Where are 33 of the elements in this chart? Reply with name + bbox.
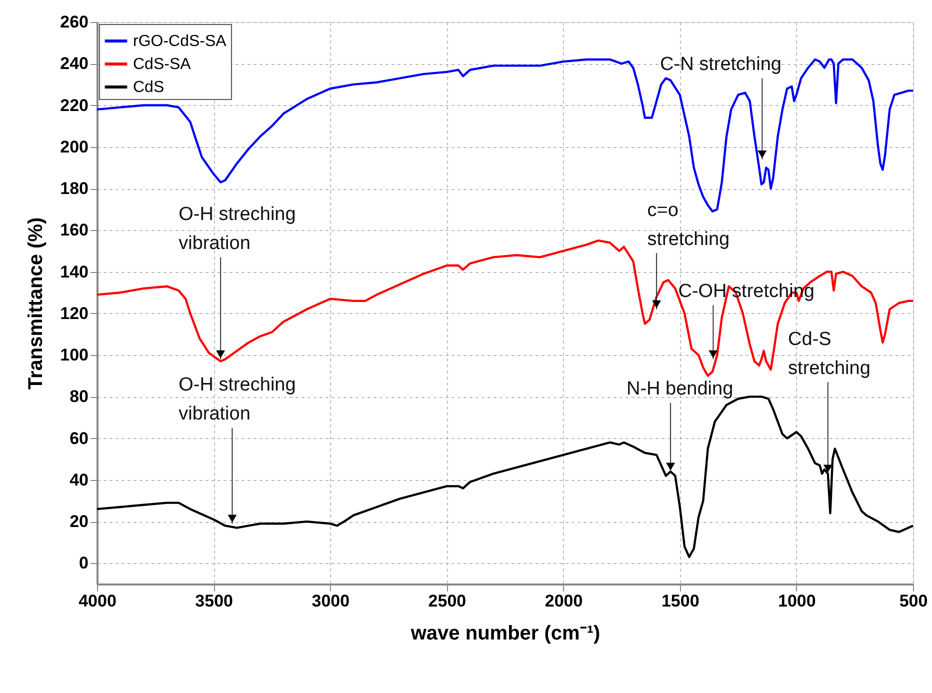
x-tick-label: 1000: [778, 592, 816, 610]
annotation: O-H streching vibration: [178, 204, 296, 254]
y-tick-label: 260: [60, 12, 88, 32]
legend-label: CdS: [133, 79, 164, 96]
annotation: C-N stretching: [660, 54, 782, 76]
legend-label: rGO-CdS-SA: [133, 33, 227, 50]
y-tick-label: 120: [60, 304, 88, 323]
y-tick-label: 240: [60, 54, 88, 74]
y-tick-label: 80: [70, 387, 88, 406]
x-tick-label: 3000: [312, 592, 350, 610]
x-tick-label: 3500: [195, 592, 233, 610]
y-tick-label: 140: [60, 262, 88, 282]
y-axis-title: Transmittance (%): [25, 217, 48, 390]
y-tick-label: 0: [79, 554, 88, 573]
legend-label: CdS-SA: [133, 56, 192, 73]
x-tick-label: 2500: [428, 592, 466, 610]
y-tick-label: 60: [70, 428, 88, 448]
x-tick-label: 4000: [78, 592, 116, 610]
x-axis-title: wave number (cm⁻¹): [410, 622, 600, 644]
y-tick-label: 160: [60, 220, 88, 240]
x-tick-label: 2000: [544, 592, 583, 610]
x-tick-label: 1500: [661, 592, 700, 610]
annotation: c=o stretching: [647, 200, 730, 250]
y-tick-label: 20: [70, 512, 88, 532]
annotation: Cd-S stretching: [788, 328, 870, 379]
y-tick-label: 180: [60, 179, 88, 198]
y-tick-label: 200: [60, 137, 88, 156]
y-tick-label: 220: [60, 96, 88, 115]
y-tick-label: 100: [60, 346, 88, 365]
annotation: O-H streching vibration: [178, 374, 296, 425]
annotation: N-H bending: [626, 378, 734, 400]
y-tick-label: 40: [70, 470, 88, 490]
x-tick-label: 500: [899, 592, 928, 610]
